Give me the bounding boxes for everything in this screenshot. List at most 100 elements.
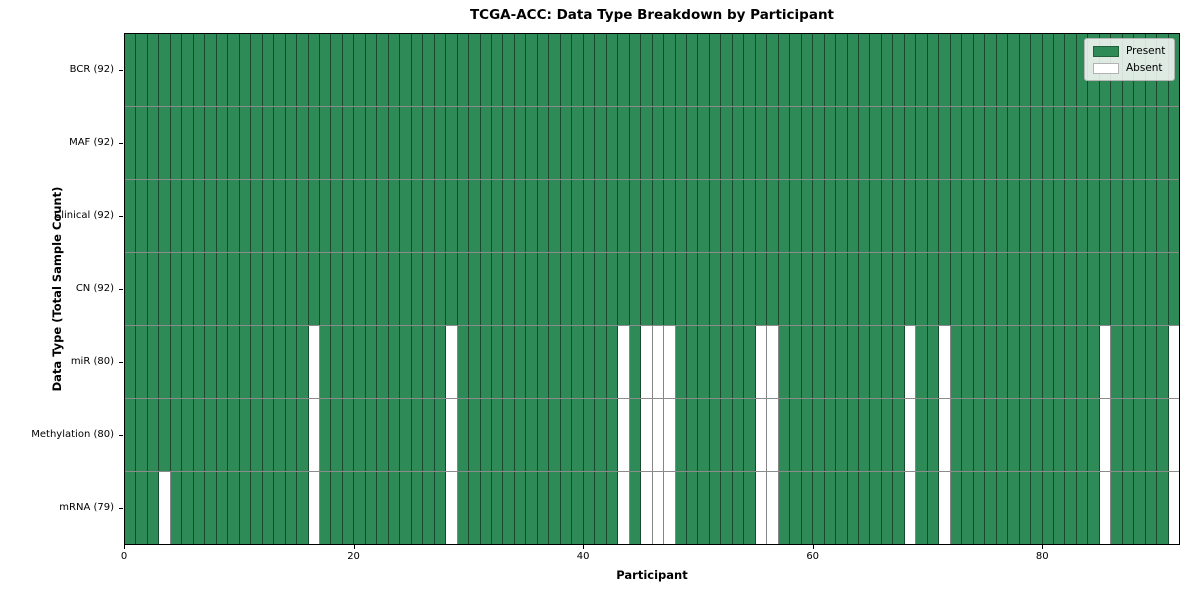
heatmap-cell — [469, 180, 481, 252]
heatmap-cell — [492, 472, 504, 544]
x-tick-label: 40 — [576, 551, 590, 562]
heatmap-cell — [388, 472, 401, 544]
heatmap-cell — [514, 253, 527, 325]
heatmap-cell — [916, 399, 928, 471]
heatmap-cell — [388, 34, 401, 106]
heatmap-cell — [801, 180, 814, 252]
heatmap-cell — [1065, 180, 1077, 252]
heatmap-cell — [262, 399, 275, 471]
heatmap-cell — [1088, 326, 1100, 398]
heatmap-cell — [985, 399, 997, 471]
heatmap-cell — [228, 472, 240, 544]
heatmap-cell — [457, 326, 470, 398]
heatmap-cell — [583, 180, 596, 252]
heatmap-cell — [950, 399, 963, 471]
heatmap-cell — [446, 34, 458, 106]
heatmap-cell — [1099, 472, 1112, 544]
heatmap-cell — [904, 107, 917, 179]
heatmap-cell — [893, 180, 905, 252]
heatmap-cell — [847, 34, 859, 106]
heatmap-cell — [411, 399, 424, 471]
heatmap-cell — [526, 399, 538, 471]
heatmap-cell — [709, 34, 722, 106]
heatmap-cell — [388, 326, 401, 398]
heatmap-cell — [205, 107, 217, 179]
heatmap-cell — [319, 326, 332, 398]
heatmap-cell — [136, 180, 148, 252]
heatmap-cell — [1088, 180, 1100, 252]
heatmap-cell — [939, 253, 951, 325]
heatmap-cell — [859, 253, 871, 325]
heatmap-cell — [251, 180, 263, 252]
heatmap-cell — [973, 253, 986, 325]
heatmap-cell — [859, 180, 871, 252]
heatmap-cell — [446, 326, 458, 398]
heatmap-cell — [939, 180, 951, 252]
heatmap-cell — [1008, 326, 1020, 398]
heatmap-cell — [549, 326, 561, 398]
heatmap-cell — [721, 107, 733, 179]
heatmap-cell — [893, 472, 905, 544]
heatmap-row-clinical — [125, 180, 1180, 253]
heatmap-cell — [1042, 253, 1054, 325]
heatmap-cell — [916, 472, 928, 544]
y-tick-label: CN (92) — [75, 283, 114, 294]
heatmap-cell — [1008, 253, 1020, 325]
heatmap-cell — [813, 180, 825, 252]
heatmap-cell — [1008, 472, 1020, 544]
heatmap-cell — [492, 107, 504, 179]
heatmap-cell — [1019, 399, 1032, 471]
heatmap-cell — [342, 399, 355, 471]
heatmap-cell — [297, 107, 309, 179]
heatmap-cell — [996, 180, 1009, 252]
heatmap-cell — [652, 326, 665, 398]
heatmap-cell — [170, 34, 183, 106]
heatmap-cell — [606, 34, 619, 106]
heatmap-cell — [205, 399, 217, 471]
heatmap-cell — [939, 107, 951, 179]
heatmap-cell — [1168, 399, 1180, 471]
heatmap-cell — [251, 399, 263, 471]
heatmap-cell — [1088, 399, 1100, 471]
heatmap-cell — [125, 472, 137, 544]
heatmap-cell — [1122, 180, 1135, 252]
y-tick-mark — [119, 215, 123, 217]
heatmap-cell — [664, 180, 676, 252]
heatmap-cell — [813, 399, 825, 471]
heatmap-cell — [801, 472, 814, 544]
heatmap-cell — [847, 253, 859, 325]
heatmap-cell — [939, 326, 951, 398]
chart-title: TCGA-ACC: Data Type Breakdown by Partici… — [469, 7, 835, 23]
heatmap-cell — [1122, 253, 1135, 325]
heatmap-cell — [205, 326, 217, 398]
heatmap-cell — [732, 180, 745, 252]
heatmap-cell — [285, 180, 298, 252]
heatmap-cell — [125, 107, 137, 179]
heatmap-cell — [1111, 180, 1123, 252]
heatmap-cell — [859, 34, 871, 106]
heatmap-cell — [824, 253, 837, 325]
heatmap-cell — [1145, 472, 1158, 544]
heatmap-cell — [1076, 399, 1089, 471]
heatmap-cell — [193, 34, 206, 106]
heatmap-cell — [721, 34, 733, 106]
heatmap-cell — [870, 34, 882, 106]
heatmap-cell — [595, 34, 607, 106]
heatmap-cell — [182, 472, 194, 544]
y-tick-mark — [119, 362, 123, 364]
heatmap-cell — [125, 180, 137, 252]
heatmap-cell — [251, 253, 263, 325]
heatmap-cell — [698, 34, 710, 106]
heatmap-cell — [927, 180, 940, 252]
heatmap-cell — [480, 326, 492, 398]
heatmap-cell — [962, 180, 974, 252]
heatmap-cell — [1134, 472, 1146, 544]
heatmap-cell — [778, 326, 791, 398]
heatmap-cell — [1019, 472, 1032, 544]
heatmap-cell — [274, 34, 286, 106]
heatmap-cell — [859, 326, 871, 398]
heatmap-cell — [767, 180, 779, 252]
heatmap-cell — [514, 107, 527, 179]
heatmap-cell — [847, 107, 859, 179]
heatmap-cell — [1019, 34, 1032, 106]
